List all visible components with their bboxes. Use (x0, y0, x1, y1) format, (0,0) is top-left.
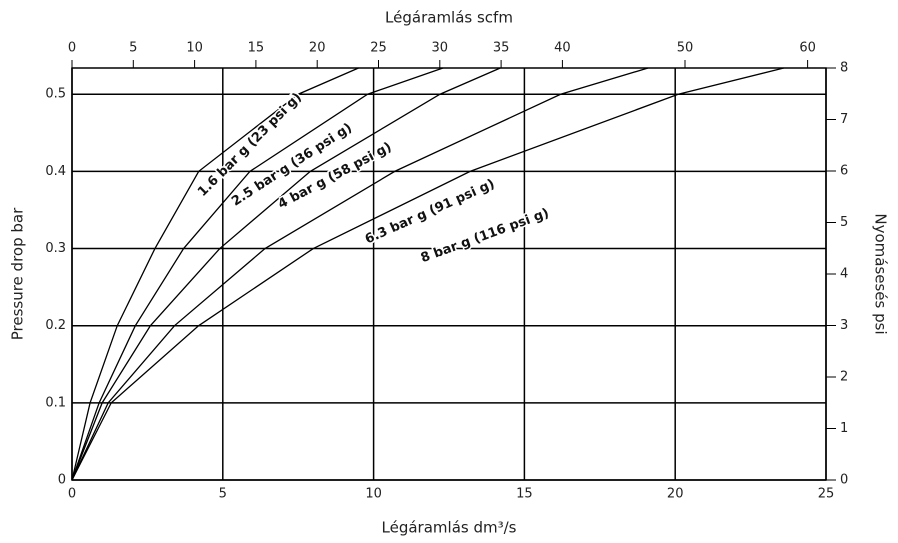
y-tick-label: 0.4 (45, 164, 66, 179)
y2-axis-title: Nyomásesés psi (872, 213, 890, 334)
y-tick-label: 0 (58, 473, 66, 488)
x2-tick-label: 35 (493, 41, 510, 56)
x-tick-label: 10 (365, 487, 382, 502)
y-tick-label: 0.1 (45, 395, 66, 410)
x2-tick-label: 60 (799, 41, 816, 56)
x2-tick-label: 40 (554, 41, 571, 56)
y2-tick-label: 1 (840, 421, 848, 436)
y2-tick-label: 0 (840, 473, 848, 488)
x2-tick-label: 50 (677, 41, 694, 56)
x-tick-label: 15 (516, 487, 533, 502)
x2-tick-label: 20 (309, 41, 326, 56)
x-tick-label: 5 (219, 487, 227, 502)
curve-label: 4 bar g (58 psi g) (276, 140, 395, 213)
y2-tick-label: 4 (840, 267, 848, 282)
y-tick-label: 0.2 (45, 318, 66, 333)
x-tick-label: 20 (667, 487, 684, 502)
y2-tick-label: 5 (840, 215, 848, 230)
x-tick-label: 0 (68, 487, 76, 502)
x2-tick-label: 25 (370, 41, 387, 56)
x2-tick-label: 30 (432, 41, 449, 56)
y2-tick-label: 2 (840, 370, 848, 385)
x2-axis-title: Légáramlás scfm (385, 9, 513, 27)
curve (71, 67, 444, 481)
y2-tick-label: 7 (840, 112, 848, 127)
x2-tick-label: 0 (68, 41, 76, 56)
y-tick-label: 0.3 (45, 241, 66, 256)
x-tick-label: 25 (818, 487, 835, 502)
y2-tick-label: 3 (840, 318, 848, 333)
curve (71, 67, 359, 481)
x2-tick-label: 10 (186, 41, 203, 56)
curve (71, 67, 649, 481)
x-axis-title: Légáramlás dm³/s (382, 519, 517, 537)
x2-tick-label: 5 (129, 41, 137, 56)
x2-tick-label: 15 (248, 41, 265, 56)
curve (71, 67, 784, 481)
y2-tick-label: 6 (840, 164, 848, 179)
y2-tick-label: 8 (840, 61, 848, 76)
plot-frame (71, 67, 827, 481)
y-axis-title: Pressure drop bar (9, 207, 27, 340)
y-tick-label: 0.5 (45, 87, 66, 102)
curve (71, 67, 501, 481)
